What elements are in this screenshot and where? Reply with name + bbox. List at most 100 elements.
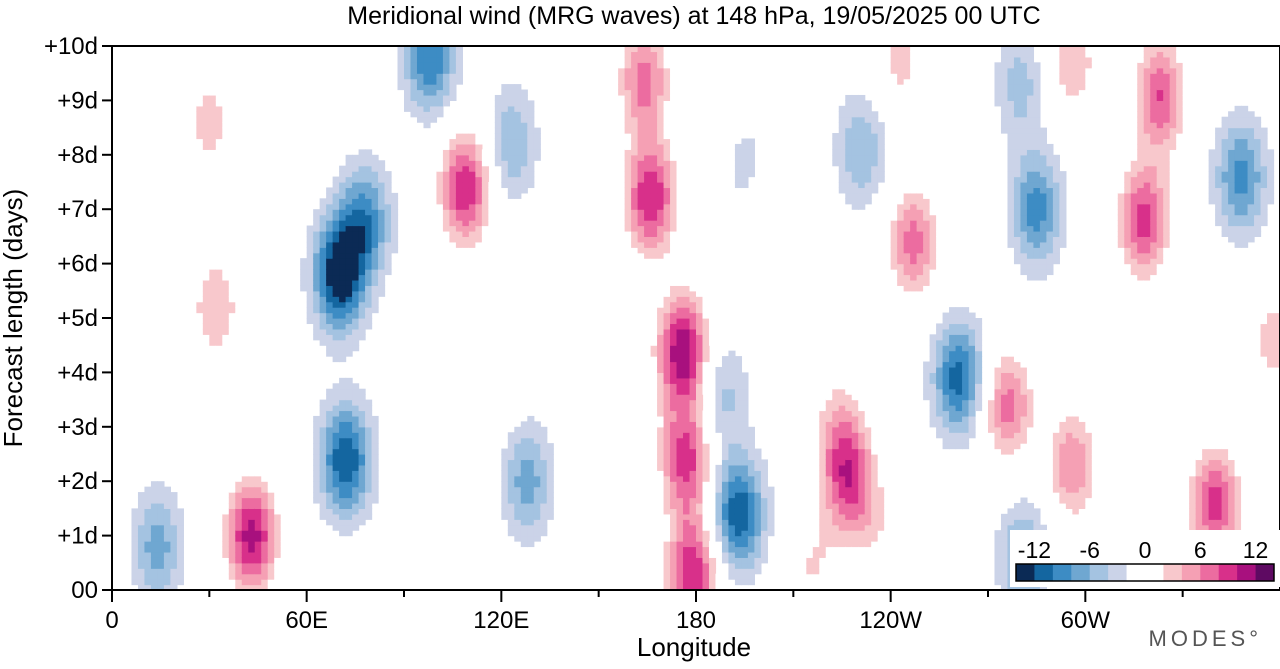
field-cell: [689, 432, 697, 439]
field-cell: [728, 372, 736, 379]
field-cell: [618, 214, 626, 221]
field-cell: [657, 203, 665, 210]
field-cell: [267, 486, 275, 493]
field-cell: [689, 350, 697, 357]
field-cell: [222, 519, 230, 526]
field-cell: [728, 492, 736, 499]
field-cell: [780, 225, 788, 232]
field-cell: [1000, 111, 1009, 118]
field-cell: [916, 214, 924, 221]
field-cell: [365, 236, 373, 243]
field-cell: [144, 497, 152, 504]
field-cell: [670, 301, 678, 308]
field-cell: [838, 383, 846, 390]
field-cell: [825, 377, 833, 384]
field-cell: [988, 399, 996, 406]
field-cell: [339, 508, 347, 515]
field-cell: [468, 176, 476, 183]
field-cell: [773, 192, 781, 199]
field-cell: [631, 143, 639, 150]
field-cell: [170, 508, 178, 515]
field-cell: [994, 73, 1002, 80]
field-cell: [845, 410, 853, 417]
field-cell: [371, 160, 379, 167]
field-cell: [721, 454, 730, 461]
field-cell: [313, 236, 321, 243]
field-cell: [1020, 448, 1028, 455]
field-cell: [851, 105, 859, 112]
field-cell: [228, 579, 236, 586]
field-cell: [702, 312, 710, 319]
field-cell: [507, 160, 515, 167]
field-cell: [734, 530, 743, 537]
field-cell: [683, 579, 691, 586]
field-cell: [741, 165, 749, 172]
field-cell: [1065, 56, 1073, 63]
field-cell: [715, 502, 723, 509]
field-cell: [157, 541, 165, 548]
field-cell: [326, 339, 334, 346]
field-cell: [877, 557, 885, 564]
field-cell: [326, 432, 334, 439]
field-cell: [163, 546, 171, 553]
field-cell: [313, 432, 321, 439]
field-cell: [793, 584, 801, 590]
field-cell: [384, 182, 392, 189]
field-cell: [533, 486, 541, 493]
field-cell: [663, 437, 671, 444]
field-cell: [988, 410, 996, 417]
field-cell: [527, 415, 535, 422]
field-cell: [877, 160, 885, 167]
field-cell: [994, 546, 1002, 553]
field-cell: [1026, 230, 1035, 237]
field-cell: [897, 296, 905, 303]
field-cell: [1052, 432, 1060, 439]
field-cell: [1007, 454, 1015, 461]
field-cell: [416, 94, 425, 101]
field-cell: [780, 236, 788, 243]
field-cell: [1059, 502, 1067, 509]
field-cell: [332, 220, 340, 227]
field-cell: [261, 530, 269, 537]
field-cell: [365, 154, 373, 161]
field-cell: [650, 154, 658, 161]
field-cell: [650, 84, 658, 91]
field-cell: [676, 366, 684, 373]
field-cell: [760, 492, 768, 499]
field-cell: [1000, 73, 1009, 80]
field-cell: [1020, 198, 1028, 205]
field-cell: [533, 154, 541, 161]
field-cell: [942, 426, 950, 433]
field-cell: [378, 258, 386, 265]
field-cell: [313, 263, 321, 270]
field-cell: [442, 165, 451, 172]
field-cell: [423, 67, 431, 74]
field-cell: [618, 46, 626, 53]
field-cell: [838, 410, 846, 417]
field-cell: [1007, 56, 1015, 63]
field-cell: [1007, 122, 1015, 129]
field-cell: [689, 399, 697, 406]
field-cell: [663, 111, 671, 118]
field-cell: [352, 225, 360, 232]
field-cell: [786, 171, 794, 178]
field-cell: [644, 339, 652, 346]
field-cell: [423, 122, 431, 129]
field-cell: [741, 502, 749, 509]
field-cell: [1046, 154, 1054, 161]
field-cell: [657, 377, 665, 384]
field-cell: [319, 285, 327, 292]
field-cell: [864, 154, 872, 161]
field-cell: [1013, 100, 1022, 107]
field-cell: [378, 209, 386, 216]
field-cell: [196, 269, 204, 276]
field-cell: [657, 426, 665, 433]
field-cell: [644, 122, 652, 129]
field-cell: [501, 116, 509, 123]
field-cell: [1065, 513, 1073, 520]
field-cell: [754, 513, 762, 520]
field-cell: [345, 492, 353, 499]
field-cell: [721, 383, 730, 390]
field-cell: [468, 377, 476, 384]
field-cell: [241, 508, 249, 515]
